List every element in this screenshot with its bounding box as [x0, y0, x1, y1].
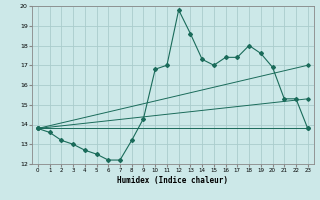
X-axis label: Humidex (Indice chaleur): Humidex (Indice chaleur)	[117, 176, 228, 185]
